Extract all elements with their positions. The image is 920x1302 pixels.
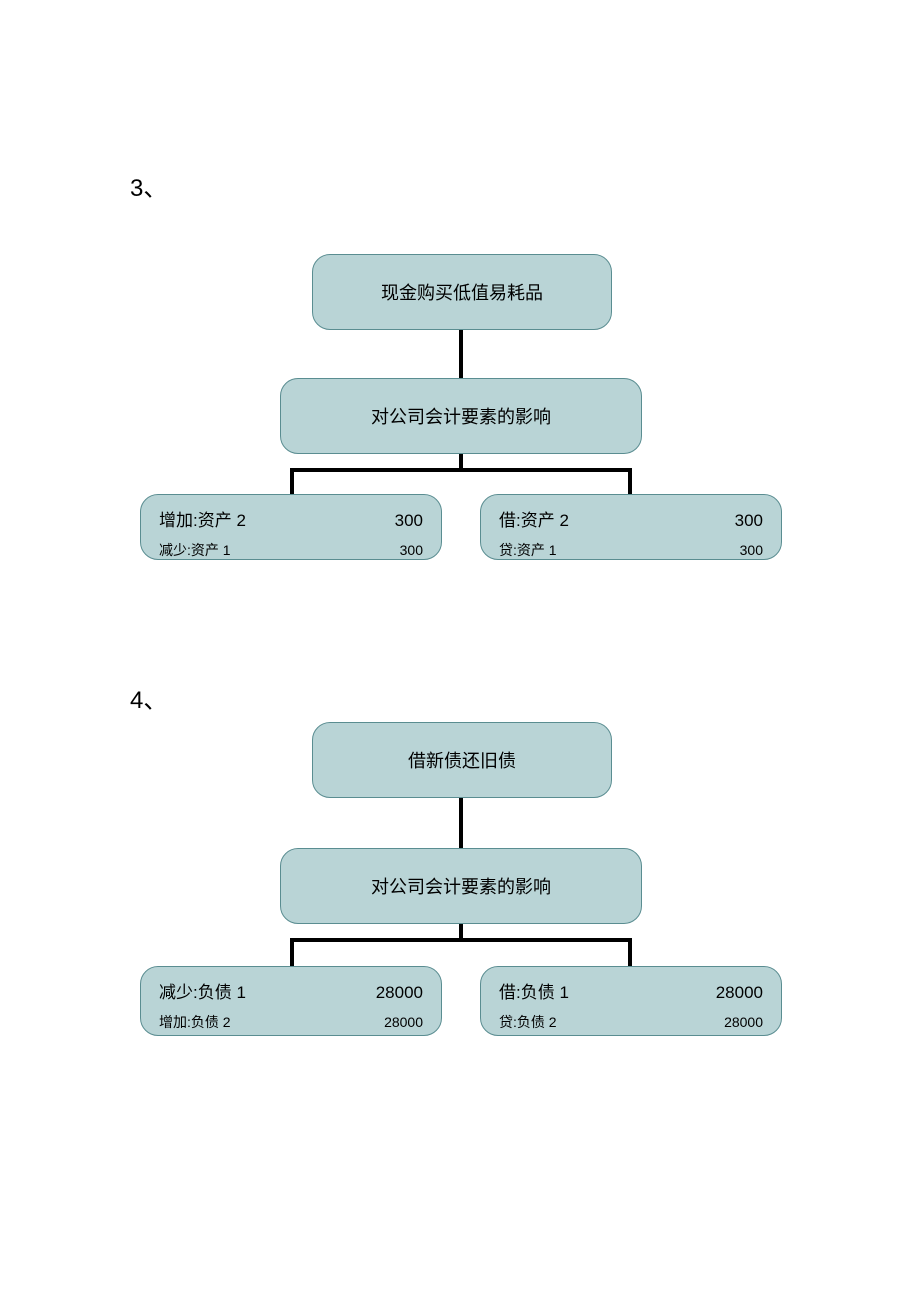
leaf-content: 减少:负债 1 28000 增加:负债 2 28000 — [141, 967, 441, 1036]
section-number: 4、 — [130, 680, 167, 715]
flow-node-leaf: 借:资产 2 300 贷:资产 1 300 — [480, 494, 782, 560]
leaf-label: 增加:资产 2 — [159, 505, 246, 537]
leaf-line: 贷:负债 2 28000 — [499, 1009, 763, 1036]
flow-node-top: 借新债还旧债 — [312, 722, 612, 798]
leaf-line: 借:资产 2 300 — [499, 505, 763, 537]
leaf-line: 贷:资产 1 300 — [499, 537, 763, 560]
leaf-value: 300 — [395, 505, 423, 537]
connector — [459, 330, 463, 378]
section-number: 3、 — [130, 168, 167, 203]
flow-node-mid: 对公司会计要素的影响 — [280, 378, 642, 454]
connector — [628, 938, 632, 966]
leaf-value: 28000 — [724, 1009, 763, 1036]
leaf-value: 28000 — [376, 977, 423, 1009]
leaf-value: 300 — [735, 505, 763, 537]
leaf-label: 借:负债 1 — [499, 977, 569, 1009]
flow-node-title: 对公司会计要素的影响 — [371, 873, 551, 899]
page-root: 3、现金购买低值易耗品对公司会计要素的影响增加:资产 2300减少:资产 130… — [0, 0, 920, 1302]
leaf-value: 28000 — [384, 1009, 423, 1036]
connector — [628, 468, 632, 494]
leaf-line: 减少:负债 1 28000 — [159, 977, 423, 1009]
flow-node-leaf: 减少:负债 1 28000 增加:负债 2 28000 — [140, 966, 442, 1036]
connector — [459, 798, 463, 848]
connector — [290, 938, 294, 966]
connector — [290, 468, 632, 472]
leaf-line: 借:负债 1 28000 — [499, 977, 763, 1009]
connector — [459, 924, 463, 938]
leaf-label: 贷:负债 2 — [499, 1009, 557, 1036]
flow-node-title: 对公司会计要素的影响 — [371, 403, 551, 429]
leaf-label: 贷:资产 1 — [499, 537, 557, 560]
flow-node-mid: 对公司会计要素的影响 — [280, 848, 642, 924]
flow-node-leaf: 借:负债 1 28000 贷:负债 2 28000 — [480, 966, 782, 1036]
flow-node-top: 现金购买低值易耗品 — [312, 254, 612, 330]
leaf-label: 借:资产 2 — [499, 505, 569, 537]
leaf-line: 增加:资产 2 300 — [159, 505, 423, 537]
connector — [459, 454, 463, 468]
leaf-content: 增加:资产 2 300 减少:资产 1 300 — [141, 495, 441, 560]
leaf-content: 借:资产 2 300 贷:资产 1 300 — [481, 495, 781, 560]
leaf-content: 借:负债 1 28000 贷:负债 2 28000 — [481, 967, 781, 1036]
leaf-line: 减少:资产 1 300 — [159, 537, 423, 560]
leaf-line: 增加:负债 2 28000 — [159, 1009, 423, 1036]
flow-node-title: 现金购买低值易耗品 — [381, 279, 543, 305]
leaf-label: 减少:资产 1 — [159, 537, 231, 560]
leaf-label: 减少:负债 1 — [159, 977, 246, 1009]
connector — [290, 938, 632, 942]
leaf-label: 增加:负债 2 — [159, 1009, 231, 1036]
leaf-value: 28000 — [716, 977, 763, 1009]
flow-node-leaf: 增加:资产 2 300 减少:资产 1 300 — [140, 494, 442, 560]
connector — [290, 468, 294, 494]
leaf-value: 300 — [400, 537, 423, 560]
leaf-value: 300 — [740, 537, 763, 560]
flow-node-title: 借新债还旧债 — [408, 747, 516, 773]
